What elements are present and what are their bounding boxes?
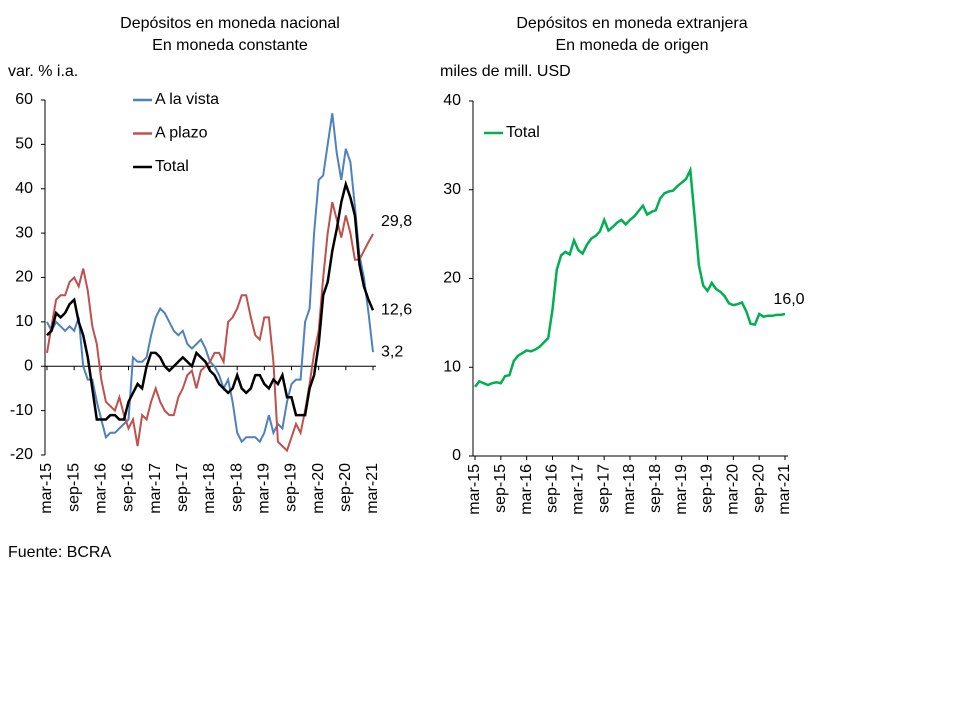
x-tick-label: mar-20 [725,464,742,515]
y-tick-label: 30 [443,181,461,198]
series-line [474,165,786,388]
x-tick-label: mar-20 [310,463,327,514]
x-tick-label: sep-15 [492,464,509,513]
x-tick-label: mar-21 [776,464,793,515]
y-tick-label: 50 [15,136,33,153]
y-tick-label: 0 [24,357,33,374]
legend-label: A plazo [155,125,208,142]
y-tick-label: 0 [452,447,461,464]
x-tick-label: sep-17 [174,463,191,512]
y-tick-label: 20 [15,269,33,286]
x-tick-label: mar-16 [518,464,535,515]
y-tick-label: 40 [15,180,33,197]
value-label: 3,2 [381,343,403,360]
chart-title: Depósitos en moneda nacional [120,15,340,32]
x-tick-label: sep-15 [65,463,82,512]
x-tick-label: mar-17 [570,464,587,515]
x-tick-label: mar-18 [201,463,218,514]
y-axis-label: var. % i.a. [8,63,78,80]
x-tick-label: sep-19 [283,463,300,512]
value-label: 16,0 [773,291,804,308]
y-tick-label: 10 [443,358,461,375]
chart-subtitle: En moneda constante [152,37,308,54]
x-tick-label: sep-16 [544,464,561,513]
source: Fuente: BCRA [8,544,111,561]
x-tick-label: sep-18 [228,463,245,512]
x-tick-label: sep-19 [699,464,716,513]
y-tick-label: -20 [10,446,33,463]
x-tick-label: sep-16 [120,463,137,512]
chart-subtitle: En moneda de origen [556,37,709,54]
x-tick-label: sep-18 [647,464,664,513]
y-tick-label: 30 [15,224,33,241]
x-tick-label: mar-19 [673,464,690,515]
x-tick-label: sep-20 [337,463,354,512]
legend-label: Total [155,158,189,175]
value-label: 29,8 [381,213,412,230]
y-tick-label: 60 [15,91,33,108]
x-tick-label: mar-21 [364,463,381,514]
series-line [46,179,375,421]
chart-title: Depósitos en moneda extranjera [516,15,747,32]
x-tick-label: mar-18 [621,464,638,515]
legend-label: A la vista [155,91,219,108]
x-tick-label: sep-20 [750,464,767,513]
y-axis-label: miles de mill. USD [440,63,571,80]
x-tick-label: mar-17 [147,463,164,514]
y-tick-label: 10 [15,313,33,330]
legend-label: Total [506,124,540,141]
y-tick-label: -10 [10,402,33,419]
x-tick-label: mar-19 [256,463,273,514]
x-tick-label: mar-16 [93,463,110,514]
x-tick-label: mar-15 [38,463,55,514]
x-tick-label: sep-17 [595,464,612,513]
x-tick-label: mar-15 [466,464,483,515]
value-label: 12,6 [381,302,412,319]
y-tick-label: 20 [443,270,461,287]
y-tick-label: 40 [443,92,461,109]
